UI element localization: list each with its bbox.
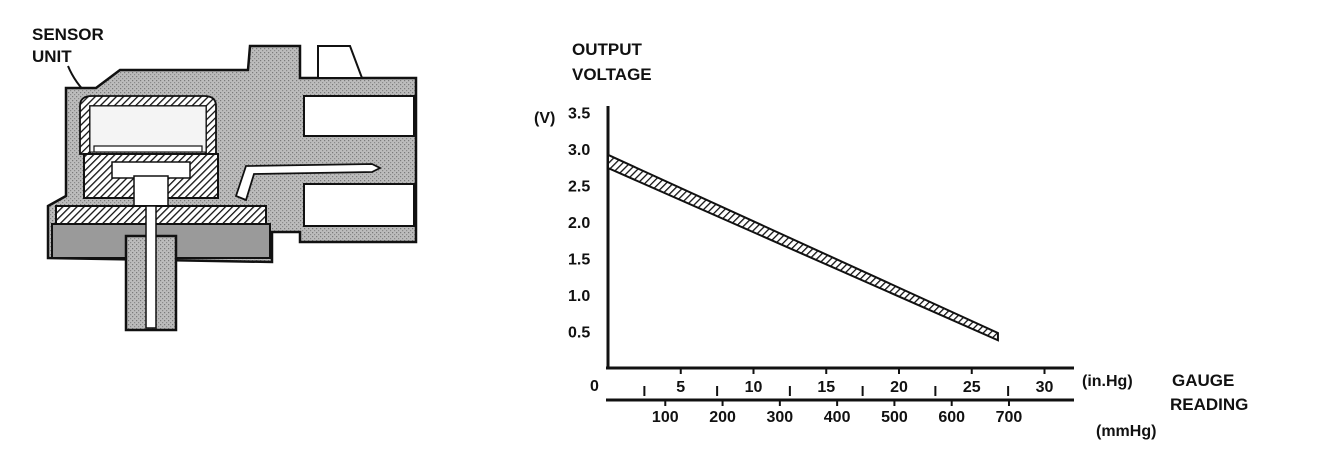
- x-inhg-tick-label: 10: [745, 379, 763, 396]
- y-tick-label: 2.5: [568, 179, 590, 196]
- x-inhg-tick-label: 25: [963, 379, 981, 396]
- sensor-label-line2: UNIT: [32, 47, 72, 66]
- y-axis-unit: (V): [534, 110, 555, 127]
- x-mmhg-tick-label: 700: [996, 409, 1023, 426]
- port-neck: [133, 175, 169, 207]
- x-axis-label-line2: READING: [1170, 395, 1248, 414]
- x-mmhg-tick-label: 400: [824, 409, 851, 426]
- connector-notch: [317, 45, 364, 79]
- connector-cavity-lower: [303, 183, 415, 227]
- terminal-pin: [234, 163, 383, 202]
- x-inhg-tick-label: 15: [817, 379, 835, 396]
- x-mmhg-tick-label: 100: [652, 409, 679, 426]
- x-axis-inhg-ticks: 5 10 15 20 25 30: [643, 368, 1054, 396]
- voltage-band: [607, 153, 999, 342]
- sensor-chamber: [89, 105, 207, 153]
- y-tick-label: 3.0: [568, 142, 590, 159]
- x-mmhg-tick-label: 300: [766, 409, 793, 426]
- y-axis-ticks: 3.5 3.0 2.5 2.0 1.5 1.0 0.5: [568, 106, 590, 342]
- x-mmhg-tick-label: 600: [938, 409, 965, 426]
- y-tick-label: 3.5: [568, 106, 590, 123]
- voltage-chart: OUTPUT VOLTAGE (V) 3.5 3.0 2.5 2.0 1.5 1.0 0.5…: [534, 40, 1248, 440]
- chart-title-line1: OUTPUT: [572, 40, 643, 59]
- x-inhg-tick-label: 20: [890, 379, 908, 396]
- origin-label: 0: [590, 378, 599, 395]
- x-mmhg-tick-label: 500: [881, 409, 908, 426]
- x-axis-mmhg-unit: (mmHg): [1096, 423, 1156, 440]
- y-tick-label: 1.5: [568, 252, 590, 269]
- connector-cavity-upper: [303, 95, 415, 137]
- y-tick-label: 1.0: [568, 288, 590, 305]
- y-tick-label: 2.0: [568, 215, 590, 232]
- diaphragm: [93, 145, 203, 153]
- x-axis-mmhg-ticks: 100 200 300 400 500 600 700: [652, 400, 1022, 426]
- x-axis-inhg-unit: (in.Hg): [1082, 373, 1133, 390]
- x-axis-label-line1: GAUGE: [1172, 371, 1234, 390]
- x-inhg-tick-label: 30: [1036, 379, 1054, 396]
- chart-title-line2: VOLTAGE: [572, 65, 652, 84]
- x-mmhg-tick-label: 200: [709, 409, 736, 426]
- sensor-cross-section: SENSOR UNIT: [32, 25, 418, 332]
- sensor-label-line1: SENSOR: [32, 25, 104, 44]
- y-tick-label: 0.5: [568, 325, 590, 342]
- base-flange: [55, 205, 267, 225]
- pressure-passage: [145, 205, 157, 329]
- x-inhg-tick-label: 5: [676, 379, 685, 396]
